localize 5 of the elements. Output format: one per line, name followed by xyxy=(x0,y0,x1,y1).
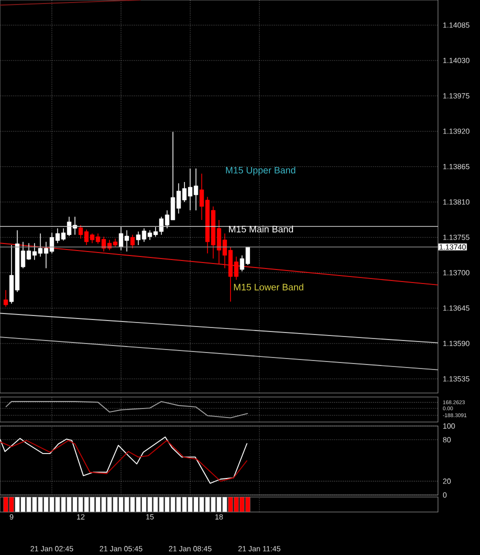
annotation: M15 Upper Band xyxy=(226,166,296,176)
annotation: M15 Main Band xyxy=(229,226,293,232)
candlestick xyxy=(130,234,135,249)
annotation: M15 Lower Band xyxy=(234,284,304,290)
candlestick xyxy=(4,290,8,308)
